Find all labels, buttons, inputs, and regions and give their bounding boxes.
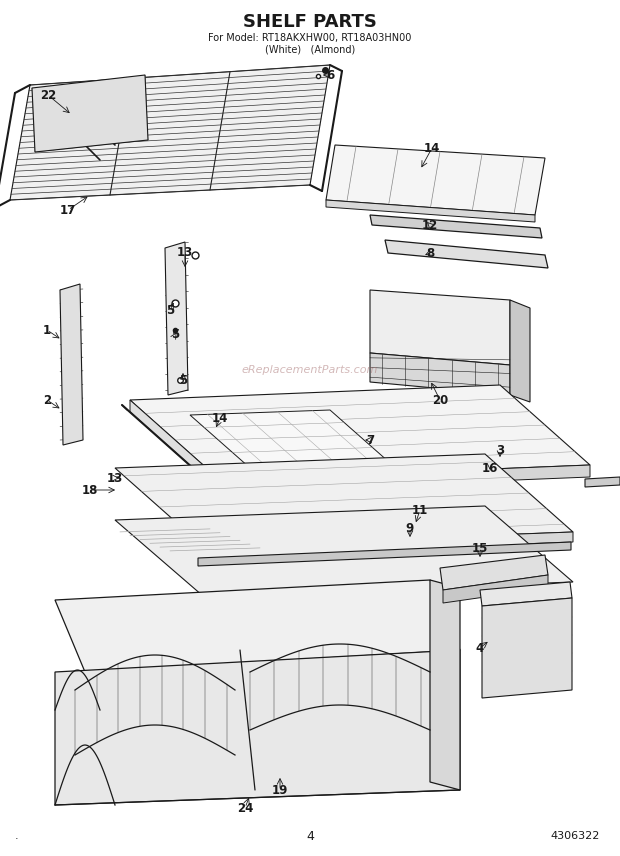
Text: 3: 3 [496,443,504,456]
Polygon shape [326,145,545,215]
Text: For Model: RT18AKXHW00, RT18A03HN00: For Model: RT18AKXHW00, RT18A03HN00 [208,33,412,43]
Polygon shape [385,240,548,268]
Text: 17: 17 [60,204,76,217]
Text: 20: 20 [432,394,448,407]
Text: 5: 5 [179,373,187,387]
Text: 4306322: 4306322 [551,831,600,841]
Text: 8: 8 [426,247,434,259]
Text: 13: 13 [177,246,193,259]
Text: 22: 22 [40,88,56,102]
Text: eReplacementParts.com: eReplacementParts.com [242,365,378,375]
Polygon shape [10,65,330,200]
Polygon shape [55,580,460,672]
Text: 12: 12 [422,218,438,231]
Polygon shape [370,215,542,238]
Text: 4: 4 [306,829,314,842]
Polygon shape [326,200,535,222]
Text: 16: 16 [482,461,498,474]
Text: 5: 5 [171,329,179,342]
Polygon shape [220,465,590,492]
Text: 14: 14 [212,412,228,425]
Polygon shape [370,290,510,365]
Polygon shape [482,598,572,698]
Polygon shape [130,400,220,492]
Polygon shape [203,532,573,556]
Text: 5: 5 [166,304,174,317]
Polygon shape [190,410,415,490]
Polygon shape [440,555,548,590]
Polygon shape [60,284,83,445]
Text: 11: 11 [412,503,428,516]
Text: 24: 24 [237,801,253,815]
Polygon shape [430,580,460,790]
Polygon shape [480,582,572,606]
Text: 7: 7 [366,433,374,447]
Text: 14: 14 [424,141,440,154]
Text: 9: 9 [406,521,414,534]
Polygon shape [510,300,530,402]
Polygon shape [585,477,620,487]
Text: 1: 1 [43,324,51,336]
Text: .: . [15,831,19,841]
Text: 15: 15 [472,542,488,555]
Text: 13: 13 [107,472,123,484]
Text: 4: 4 [476,641,484,655]
Polygon shape [115,506,573,596]
Text: (White)   (Almond): (White) (Almond) [265,44,355,54]
Polygon shape [32,75,148,152]
Text: 18: 18 [82,484,98,496]
Polygon shape [55,650,460,805]
Polygon shape [370,353,510,395]
Polygon shape [115,454,573,546]
Polygon shape [165,242,188,395]
Text: 2: 2 [43,394,51,407]
Text: SHELF PARTS: SHELF PARTS [243,13,377,31]
Polygon shape [443,575,548,603]
Polygon shape [198,542,571,566]
Polygon shape [130,385,590,480]
Text: 6: 6 [326,68,334,81]
Text: 19: 19 [272,783,288,796]
